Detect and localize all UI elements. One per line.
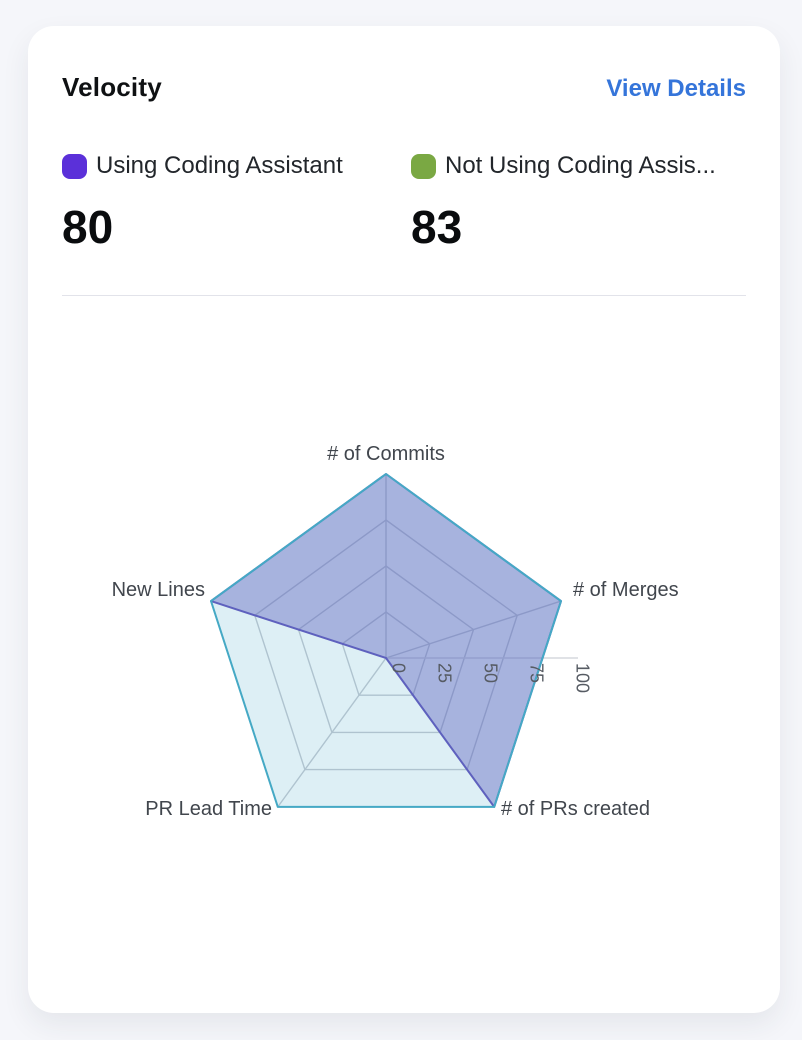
- legend-row: Using Coding Assistant 80 Not Using Codi…: [62, 153, 746, 251]
- velocity-card: Velocity View Details Using Coding Assis…: [28, 26, 780, 1013]
- tick-label-25: 25: [435, 663, 455, 683]
- indicator-labels: # of Commits # of Merges # of PRs created P…: [112, 443, 679, 820]
- legend-label-using: Using Coding Assistant: [96, 153, 343, 179]
- radial-tick-labels: 0 25 50 75 100: [389, 663, 593, 693]
- legend-item-using[interactable]: Using Coding Assistant 80: [62, 153, 411, 251]
- card-title: Velocity: [62, 72, 162, 102]
- view-details-link[interactable]: View Details: [606, 75, 746, 102]
- card-header: Velocity View Details: [62, 72, 746, 103]
- legend-item-not-using[interactable]: Not Using Coding Assis... 83: [411, 153, 746, 251]
- radar-series-0: [210, 473, 562, 808]
- radar-series-1: [210, 473, 562, 808]
- indicator-label-4: New Lines: [112, 579, 205, 601]
- legend-value-using: 80: [62, 201, 114, 253]
- using-assistant-swatch-icon: [62, 153, 87, 179]
- not-using-assistant-swatch-icon: [411, 153, 436, 179]
- indicator-label-1: # of Merges: [573, 579, 679, 601]
- legend-value-not-using: 83: [411, 201, 463, 253]
- legend-label-not-using: Not Using Coding Assis...: [445, 153, 716, 179]
- radar-grid: [210, 473, 562, 808]
- tick-label-75: 75: [527, 663, 547, 683]
- indicator-label-0: # of Commits: [327, 443, 445, 465]
- indicator-label-3: PR Lead Time: [145, 798, 272, 820]
- indicator-label-2: # of PRs created: [501, 798, 650, 820]
- tick-label-100: 100: [573, 663, 593, 693]
- tick-label-0: 0: [389, 663, 409, 673]
- tick-label-50: 50: [481, 663, 501, 683]
- divider: [62, 295, 746, 296]
